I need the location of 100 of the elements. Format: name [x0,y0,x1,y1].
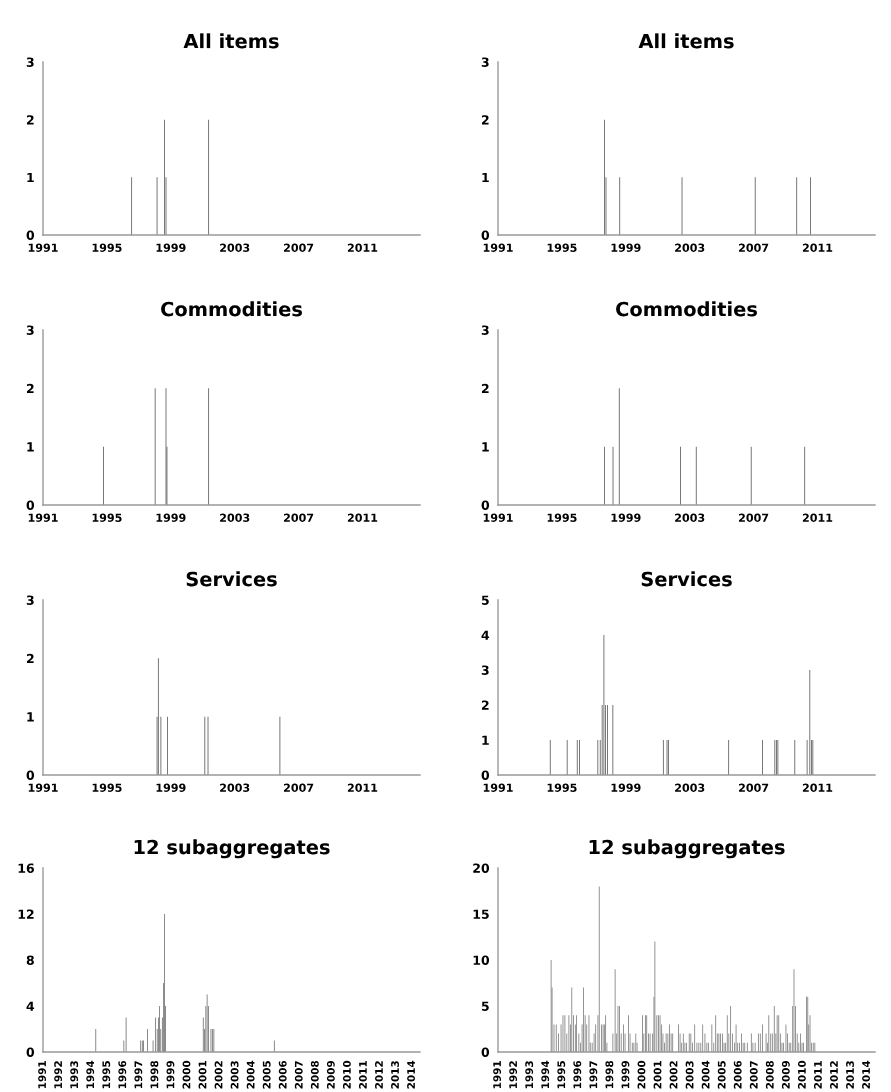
y-tick-label: 4 [481,630,490,640]
x-tick-label: 2010 [797,1060,806,1089]
x-tick-label: 2007 [294,1061,303,1089]
x-tick-label: 2006 [278,1060,287,1089]
chart-title: Services [641,571,732,587]
y-tick-label: 0 [481,1047,490,1057]
y-tick-label: 20 [473,863,490,873]
x-tick-label: 1991 [483,783,513,792]
x-tick-label: 1996 [573,1060,582,1089]
y-tick-label: 3 [481,325,489,335]
x-tick-label: 1998 [605,1060,614,1089]
x-tick-label: 2011 [802,513,833,522]
x-tick-label: 2012 [375,1061,383,1089]
y-tick-label: 5 [481,595,489,605]
y-tick-label: 3 [26,595,34,605]
x-tick-label: 1991 [483,243,513,252]
x-tick-label: 1999 [611,513,641,522]
y-tick-label: 3 [26,325,34,335]
y-tick-label: 1 [27,712,34,722]
x-tick-label: 2001 [653,1061,662,1089]
y-tick-label: 5 [481,1001,489,1011]
x-tick-label: 1999 [156,513,186,522]
x-tick-label: 1996 [118,1060,127,1089]
x-tick-label: 2014 [407,1060,415,1089]
y-tick-label: 1 [482,442,489,452]
x-tick-label: 1995 [92,513,122,522]
x-tick-label: 1991 [493,1061,502,1089]
x-tick-label: 2007 [284,243,314,252]
y-tick-label: 0 [26,230,35,240]
x-tick-label: 1991 [38,1061,47,1089]
x-tick-label: 2014 [862,1060,870,1089]
x-tick-label: 1993 [70,1061,79,1089]
x-tick-label: 2005 [262,1061,271,1089]
x-tick-label: 2009 [781,1061,790,1089]
y-tick-label: 2 [26,653,34,664]
y-tick-label: 12 [18,909,34,919]
x-tick-label: 2013 [391,1061,399,1089]
x-tick-label: 2000 [182,1060,191,1089]
x-tick-label: 2007 [739,243,769,252]
x-tick-label: 1999 [156,783,186,792]
chart-title: 12 subaggregates [589,839,785,859]
x-tick-label: 1999 [166,1061,175,1089]
x-tick-label: 2003 [220,783,250,792]
y-tick-label: 1 [482,735,489,745]
x-tick-label: 2011 [802,243,833,252]
y-tick-label: 8 [26,955,34,965]
x-tick-label: 2011 [347,783,378,792]
x-tick-label: 2008 [765,1060,774,1089]
x-tick-label: 2003 [675,783,705,792]
x-tick-label: 1991 [28,513,58,522]
x-tick-label: 2011 [813,1061,822,1089]
x-tick-label: 1991 [28,783,58,792]
chart-title: Services [186,571,277,587]
x-tick-label: 1995 [92,783,122,792]
x-tick-label: 1997 [134,1061,143,1089]
x-tick-label: 1994 [541,1060,550,1089]
x-tick-label: 2007 [739,513,769,522]
x-tick-label: 1991 [483,513,513,522]
x-tick-label: 2003 [220,513,250,522]
x-tick-label: 1995 [547,513,577,522]
y-tick-label: 3 [26,57,34,67]
x-tick-label: 2003 [675,513,705,522]
chart-title: 12 subaggregates [134,839,330,859]
x-tick-label: 1995 [92,243,122,252]
y-tick-label: 1 [482,172,489,183]
x-tick-label: 1999 [611,243,641,252]
chart-title: All items [638,33,734,49]
x-tick-label: 2012 [830,1061,838,1089]
x-tick-label: 1999 [611,783,641,792]
y-tick-label: 0 [481,500,490,510]
x-tick-label: 2003 [220,243,250,252]
y-tick-label: 2 [481,383,489,394]
y-tick-label: 2 [481,700,489,710]
y-tick-label: 15 [473,909,489,919]
y-tick-label: 0 [26,500,35,510]
x-tick-label: 2010 [342,1060,351,1089]
x-tick-label: 1992 [54,1061,63,1089]
chart-title: Commodities [616,301,757,317]
x-tick-label: 1999 [156,243,186,252]
x-tick-label: 1991 [28,243,58,252]
x-tick-label: 1998 [150,1060,159,1089]
x-tick-label: 1994 [86,1060,95,1089]
x-tick-label: 2011 [802,783,833,792]
x-tick-label: 2007 [284,513,314,522]
y-tick-label: 10 [473,955,490,965]
x-tick-label: 2011 [347,243,378,252]
x-tick-label: 1999 [621,1061,630,1089]
x-tick-label: 2004 [701,1060,710,1089]
y-tick-label: 0 [26,770,35,780]
x-tick-label: 2011 [358,1061,367,1089]
x-tick-label: 2001 [198,1061,207,1089]
x-tick-label: 2008 [310,1060,319,1089]
x-tick-label: 2002 [669,1061,678,1089]
y-tick-label: 2 [481,115,489,125]
x-tick-label: 2005 [717,1061,726,1089]
y-tick-label: 1 [27,172,34,183]
x-tick-label: 2009 [326,1061,335,1089]
y-tick-label: 3 [481,57,489,67]
x-tick-label: 2002 [214,1061,223,1089]
y-tick-label: 16 [18,863,34,873]
